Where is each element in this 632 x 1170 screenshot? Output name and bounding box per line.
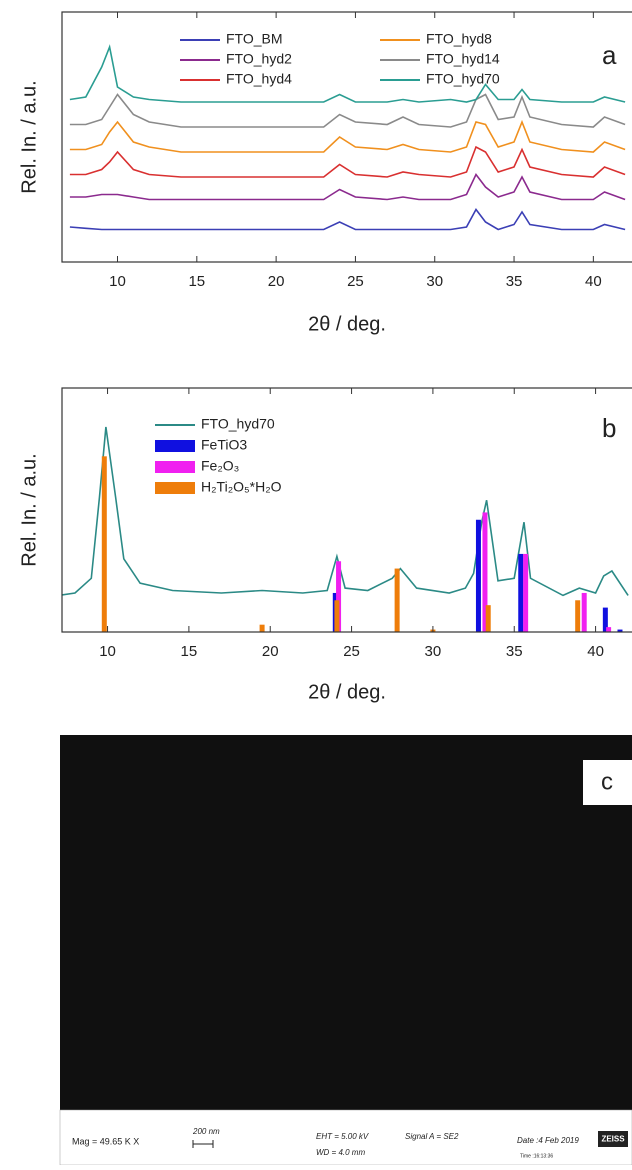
legend-label: FTO_hyd70 xyxy=(426,71,500,87)
legend-label: FTO_BM xyxy=(226,31,283,47)
legend-label: H₂Ti₂O₅*H₂O xyxy=(201,479,282,495)
bar xyxy=(394,568,400,632)
date: Date :4 Feb 2019 xyxy=(517,1136,579,1145)
wd: WD = 4.0 mm xyxy=(316,1148,365,1157)
bar xyxy=(606,627,612,632)
series-line xyxy=(69,208,626,231)
plot-area xyxy=(62,426,629,632)
x-tick-label: 15 xyxy=(188,273,205,290)
signal: Signal A = SE2 xyxy=(405,1132,459,1141)
plot: 10 15 20 25 30 35 40 FTO_hyd70 FeTiO3 Fe₂O₃ H₂Ti₂O… xyxy=(18,387,632,703)
x-tick-label: 30 xyxy=(426,273,443,290)
x-tick-label: 15 xyxy=(181,643,198,660)
legend-swatch xyxy=(155,482,195,494)
legend-label: Fe₂O₃ xyxy=(201,458,239,474)
series-line xyxy=(69,172,626,201)
panel-label: a xyxy=(602,40,617,70)
x-tick-label: 20 xyxy=(268,273,285,290)
x-tick-label: 25 xyxy=(343,643,360,660)
legend-label: FTO_hyd4 xyxy=(226,71,292,87)
legend-swatch xyxy=(155,461,195,473)
scale-bar xyxy=(192,1140,214,1148)
bar xyxy=(617,629,623,632)
x-axis-label: 2θ / deg. xyxy=(308,313,386,335)
series-line xyxy=(69,145,626,178)
bar xyxy=(485,605,491,632)
label-box xyxy=(583,760,632,805)
series-line xyxy=(69,44,626,103)
x-tick-label: 40 xyxy=(587,643,604,660)
logo xyxy=(598,1131,628,1147)
x-tick-label: 10 xyxy=(109,273,126,290)
x-tick-label: 30 xyxy=(425,643,442,660)
x-tick-label: 10 xyxy=(99,643,116,660)
plot-frame xyxy=(61,387,632,633)
bar xyxy=(101,456,107,632)
bar xyxy=(581,592,587,632)
x-tick-label: 40 xyxy=(585,273,602,290)
x-tick-label: 20 xyxy=(262,643,279,660)
bar xyxy=(475,519,481,632)
bar xyxy=(334,600,340,632)
legend-label: FeTiO3 xyxy=(201,437,247,453)
x-tick-label: 35 xyxy=(506,643,523,660)
legend-label: FTO_hyd14 xyxy=(426,51,500,67)
mag: Mag = 49.65 K X xyxy=(72,1136,139,1146)
bar xyxy=(259,624,265,632)
panel-label: b xyxy=(602,413,616,443)
plot: 10 15 20 25 30 35 40 FTO_BM FTO_hyd2 FTO_hyd4 FTO_… xyxy=(18,11,632,335)
plot-frame xyxy=(61,11,632,263)
legend-label: FTO_hyd70 xyxy=(201,416,275,432)
bar xyxy=(482,512,488,632)
legend-swatch xyxy=(155,440,195,452)
series-line xyxy=(69,119,626,153)
y-axis-label: Rel. In. / a.u. xyxy=(18,80,40,193)
plot-area xyxy=(69,44,626,231)
sem-panel: c Mag = 49.65 K X 200 nm EHT = 5.00 kV W… xyxy=(59,735,632,1166)
series-line xyxy=(62,426,629,597)
bar xyxy=(523,553,529,632)
eht: EHT = 5.00 kV xyxy=(316,1132,369,1141)
sem-texture xyxy=(60,735,632,1110)
legend-label: FTO_hyd2 xyxy=(226,51,292,67)
series-line xyxy=(69,93,626,128)
x-tick-label: 25 xyxy=(347,273,364,290)
panel-label: c xyxy=(601,768,613,795)
bar xyxy=(575,600,581,632)
y-axis-label: Rel. In. / a.u. xyxy=(18,453,40,566)
bar xyxy=(336,561,342,632)
info-bar xyxy=(59,1109,632,1166)
bar xyxy=(518,553,524,632)
time: Time :16:13:36 xyxy=(520,1153,553,1159)
brand: ZEISS xyxy=(601,1135,625,1144)
x-axis-label: 2θ / deg. xyxy=(308,681,386,703)
legend-label: FTO_hyd8 xyxy=(426,31,492,47)
bar xyxy=(602,607,608,632)
x-tick-label: 35 xyxy=(506,273,523,290)
scale-text: 200 nm xyxy=(192,1127,220,1136)
